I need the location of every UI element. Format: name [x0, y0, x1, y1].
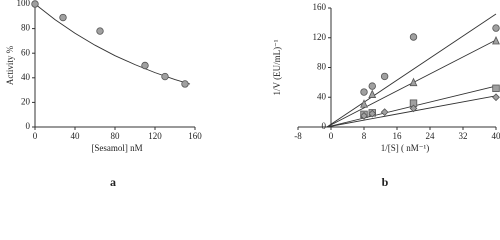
- y-tick-label: 80: [317, 62, 327, 72]
- marker: [368, 89, 377, 98]
- y-tick-label: 160: [313, 2, 327, 12]
- x-tick-label: 160: [188, 131, 202, 141]
- x-tick-label: 40: [492, 131, 500, 141]
- y-tick-label: 80: [21, 23, 31, 33]
- x-axis-label: 1/[S] ( nM⁻¹): [381, 143, 429, 153]
- marker: [380, 72, 389, 81]
- marker: [141, 61, 149, 70]
- y-tick-label: 0: [322, 121, 327, 131]
- marker: [31, 0, 39, 8]
- y-tick-label: 40: [21, 72, 31, 82]
- x-tick-label: 8: [362, 131, 367, 141]
- marker: [492, 24, 500, 32]
- x-tick-label: 120: [148, 131, 162, 141]
- x-tick-label: -8: [294, 131, 302, 141]
- marker: [492, 84, 500, 93]
- marker: [409, 33, 418, 41]
- marker: [59, 13, 67, 22]
- y-tick-label: 20: [21, 96, 31, 106]
- marker: [368, 109, 377, 118]
- y-tick-label: 40: [317, 91, 327, 101]
- y-tick-label: 0: [26, 121, 31, 131]
- marker: [380, 108, 389, 116]
- x-tick-label: 80: [111, 131, 121, 141]
- marker: [360, 99, 368, 108]
- x-tick-label: 16: [393, 131, 403, 141]
- x-tick-label: 0: [33, 131, 38, 141]
- marker: [492, 35, 500, 45]
- fit-line: [326, 13, 497, 128]
- fit-line: [34, 3, 191, 85]
- marker: [360, 88, 368, 96]
- marker: [181, 80, 189, 88]
- y-tick-label: 100: [17, 0, 31, 8]
- page: {"chart_data": [ {"type": "scatter", "pa…: [5, 0, 500, 189]
- fit-line: [326, 95, 497, 128]
- y-axis-label: 1/V (EU/mL)⁻¹: [272, 39, 282, 95]
- y-axis-label: Activity %: [5, 45, 15, 85]
- x-tick-label: 0: [329, 131, 334, 141]
- x-axis-label: [Sesamol] nM: [91, 143, 142, 153]
- y-tick-label: 120: [313, 32, 327, 42]
- marker: [409, 104, 418, 113]
- marker: [368, 82, 376, 90]
- y-tick-label: 60: [21, 47, 31, 57]
- x-tick-label: 40: [71, 131, 81, 141]
- x-tick-label: 24: [426, 131, 436, 141]
- marker: [409, 77, 418, 87]
- marker: [96, 27, 104, 35]
- marker: [492, 93, 500, 102]
- marker: [161, 72, 169, 81]
- marker: [360, 111, 368, 120]
- panel-label: b: [382, 175, 389, 189]
- x-tick-label: 32: [459, 131, 468, 141]
- panel-label: a: [110, 175, 116, 189]
